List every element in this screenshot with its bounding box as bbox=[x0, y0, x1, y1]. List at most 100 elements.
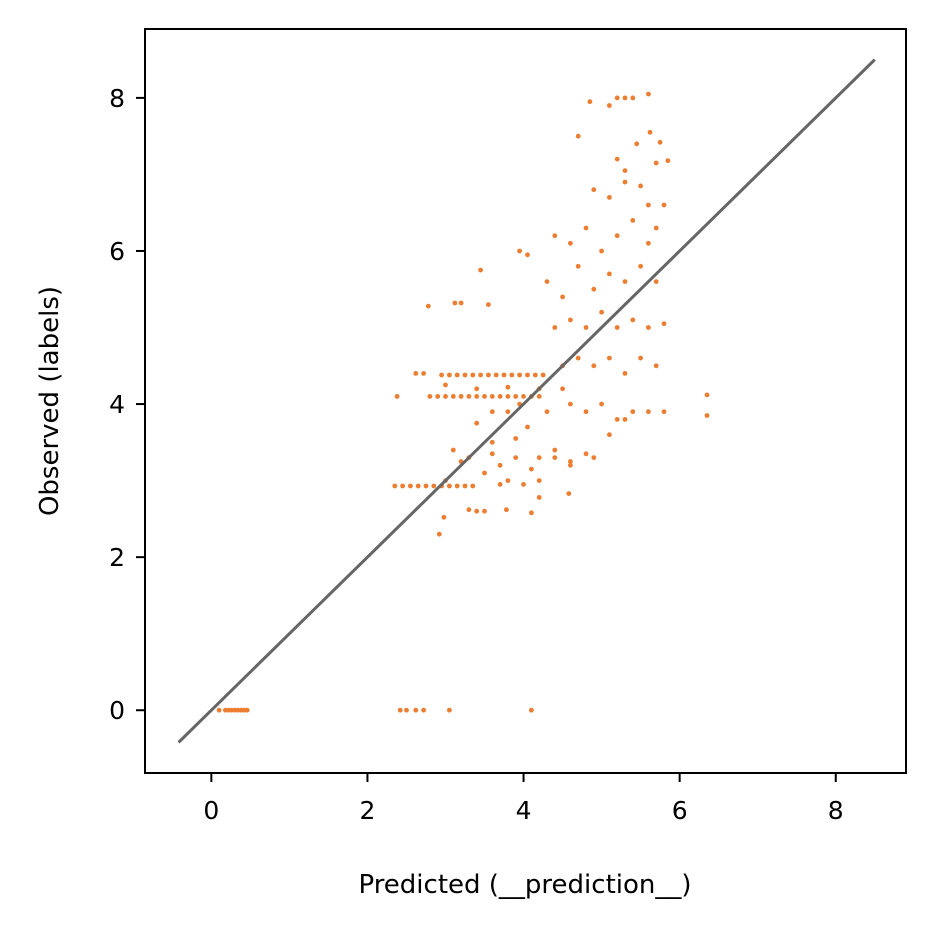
data-point bbox=[568, 459, 573, 464]
data-point bbox=[474, 420, 480, 426]
y-tick-label: 6 bbox=[109, 237, 125, 266]
data-point bbox=[394, 394, 400, 399]
data-point bbox=[482, 508, 487, 514]
data-point bbox=[474, 394, 480, 399]
data-point bbox=[630, 218, 636, 223]
data-point bbox=[474, 508, 480, 514]
data-point bbox=[536, 478, 542, 483]
data-point bbox=[575, 133, 581, 139]
data-point bbox=[614, 233, 620, 239]
data-point bbox=[566, 491, 572, 496]
y-axis: 0 2 4 6 8 bbox=[109, 84, 145, 725]
data-point bbox=[439, 372, 444, 378]
data-point bbox=[583, 325, 589, 330]
data-point bbox=[552, 447, 558, 453]
y-tick-label: 8 bbox=[109, 84, 125, 113]
data-point bbox=[452, 300, 458, 306]
data-point bbox=[415, 483, 421, 489]
scatter-points bbox=[216, 91, 710, 713]
data-point bbox=[536, 455, 542, 460]
data-point bbox=[458, 300, 464, 306]
data-point bbox=[454, 483, 460, 489]
data-point bbox=[630, 409, 636, 415]
data-point bbox=[630, 95, 636, 101]
data-point bbox=[622, 371, 628, 376]
data-point bbox=[536, 495, 542, 500]
data-point bbox=[521, 394, 526, 399]
data-point bbox=[552, 325, 558, 330]
data-point bbox=[505, 478, 511, 483]
data-point bbox=[591, 455, 597, 460]
data-point bbox=[560, 386, 565, 392]
data-point bbox=[607, 432, 612, 438]
data-point bbox=[431, 483, 437, 489]
data-point bbox=[421, 371, 426, 376]
data-point bbox=[478, 267, 483, 273]
data-point bbox=[607, 103, 612, 108]
data-point bbox=[552, 233, 558, 239]
data-point bbox=[427, 394, 433, 399]
data-point bbox=[505, 394, 511, 399]
y-axis-label: Observed (labels) bbox=[35, 286, 65, 516]
data-point bbox=[421, 707, 426, 713]
data-point bbox=[450, 447, 456, 453]
data-point bbox=[470, 483, 476, 489]
data-point bbox=[447, 707, 452, 713]
data-point bbox=[614, 325, 620, 330]
data-point bbox=[425, 303, 431, 309]
data-point bbox=[568, 240, 573, 246]
data-point bbox=[568, 401, 573, 407]
data-point bbox=[397, 707, 403, 713]
y-tick-label: 4 bbox=[109, 390, 125, 419]
data-point bbox=[646, 240, 651, 246]
data-point bbox=[646, 202, 651, 208]
x-tick-label: 8 bbox=[828, 796, 844, 825]
y-tick-label: 0 bbox=[109, 696, 125, 725]
x-axis-label: Predicted (__prediction__) bbox=[358, 870, 691, 900]
data-point bbox=[413, 371, 419, 376]
data-point bbox=[591, 187, 597, 193]
x-tick-label: 2 bbox=[359, 796, 375, 825]
data-point bbox=[443, 382, 448, 388]
data-point bbox=[489, 439, 495, 445]
data-point bbox=[544, 409, 550, 415]
data-point bbox=[482, 470, 487, 476]
data-point bbox=[583, 409, 589, 415]
data-point bbox=[536, 394, 542, 399]
data-point bbox=[646, 325, 651, 330]
data-point bbox=[489, 409, 495, 415]
data-point bbox=[614, 156, 620, 162]
data-point bbox=[622, 417, 628, 422]
data-point bbox=[622, 95, 628, 101]
data-point bbox=[404, 707, 409, 713]
x-tick-label: 0 bbox=[203, 796, 219, 825]
data-point bbox=[497, 394, 503, 399]
data-point bbox=[646, 409, 651, 415]
data-point bbox=[493, 372, 499, 378]
data-point bbox=[587, 99, 593, 105]
data-point bbox=[525, 252, 530, 258]
data-point bbox=[462, 372, 468, 378]
data-point bbox=[583, 451, 589, 457]
data-point bbox=[413, 707, 419, 713]
data-point bbox=[489, 451, 495, 457]
data-point bbox=[599, 401, 604, 407]
data-point bbox=[529, 510, 534, 516]
data-point bbox=[568, 462, 573, 468]
data-point bbox=[622, 179, 628, 185]
data-point bbox=[505, 384, 511, 390]
data-point bbox=[630, 317, 636, 323]
data-point bbox=[638, 263, 643, 269]
data-point bbox=[521, 482, 526, 487]
reference-line bbox=[177, 58, 876, 744]
data-point bbox=[704, 392, 710, 398]
data-point bbox=[560, 294, 565, 300]
plot-area bbox=[144, 28, 907, 774]
data-point bbox=[441, 514, 447, 520]
data-point bbox=[489, 394, 495, 399]
data-point bbox=[244, 707, 250, 713]
data-point bbox=[607, 195, 612, 200]
data-point bbox=[653, 160, 659, 166]
data-point bbox=[509, 372, 515, 378]
data-point bbox=[435, 394, 441, 399]
